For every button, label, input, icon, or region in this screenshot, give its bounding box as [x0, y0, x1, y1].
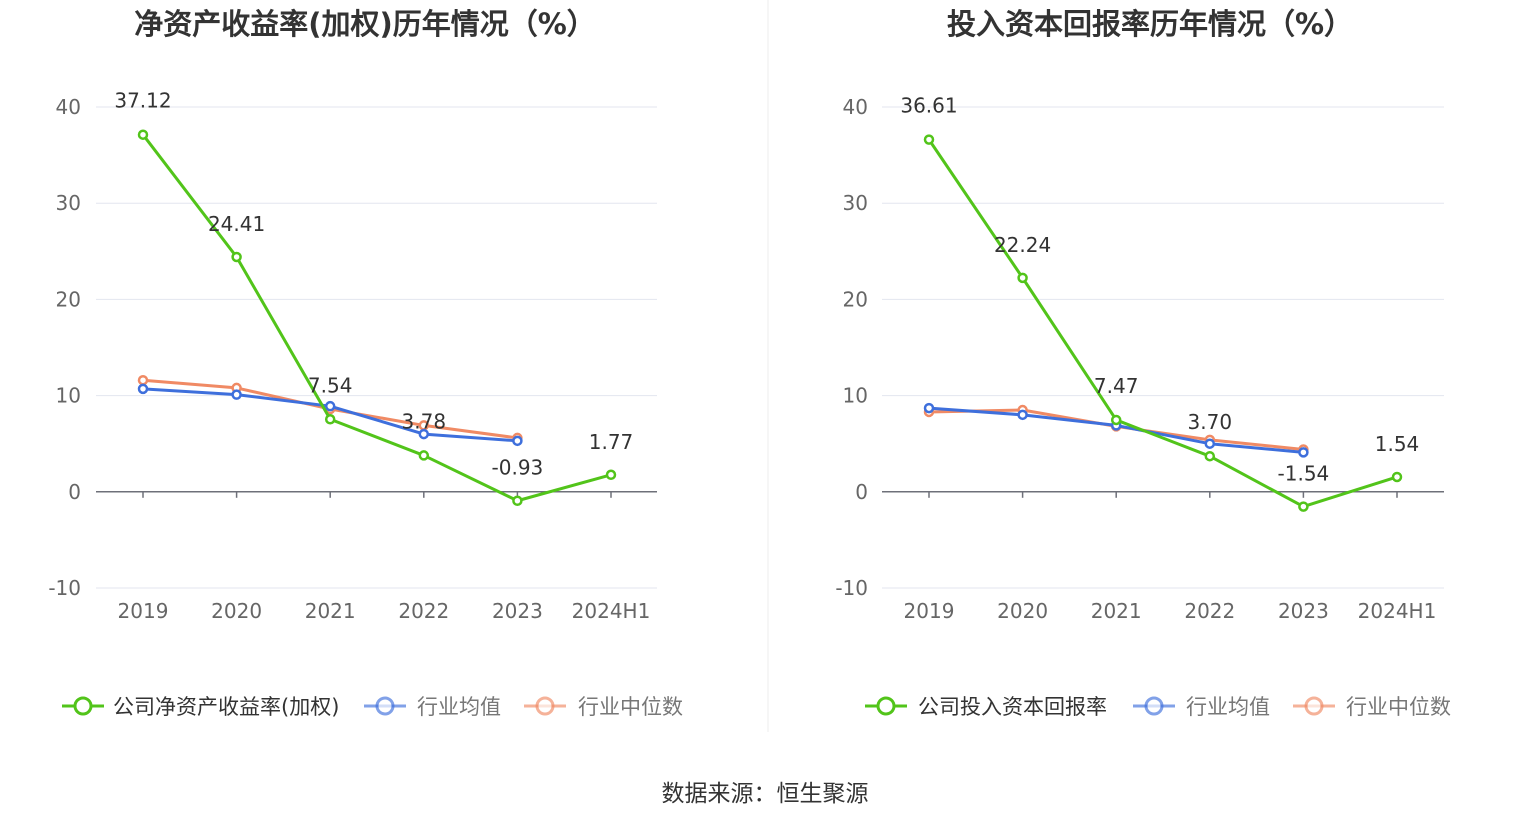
data-label: 36.61	[900, 94, 957, 118]
legend-marker	[1144, 696, 1164, 716]
data-point	[923, 402, 935, 414]
data-point	[1391, 471, 1403, 483]
y-tick-label: 30	[843, 191, 868, 215]
legend-label: 行业中位数	[578, 695, 683, 719]
legend-label: 公司投入资本回报率	[918, 695, 1107, 719]
series-line	[141, 133, 612, 503]
data-label: 7.47	[1094, 374, 1139, 398]
legend-label: 行业均值	[417, 695, 501, 719]
legend-label: 行业均值	[1186, 695, 1270, 719]
data-label: 37.12	[114, 89, 171, 113]
data-label: -1.54	[1278, 462, 1330, 486]
x-tick-label: 2019	[118, 599, 169, 623]
data-point	[1298, 447, 1309, 458]
data-label: 3.70	[1188, 410, 1233, 434]
data-point	[324, 400, 336, 412]
chart-title: 投入资本回报率历年情况（%）	[947, 7, 1353, 41]
roe-chart: 净资产收益率(加权)历年情况（%） -10 0 10 20 30 40 2019 2020 202…	[48, 7, 683, 719]
legend-marker	[73, 696, 93, 716]
x-tick-label: 2022	[1184, 599, 1235, 623]
data-point	[137, 374, 149, 386]
data-point	[1017, 409, 1028, 421]
legend-label: 公司净资产收益率(加权)	[113, 695, 339, 719]
data-point	[231, 251, 242, 263]
data-point	[137, 129, 149, 140]
roic-chart: 投入资本回报率历年情况（%） -10 0 10 20 30 40 2019 2020 2021 20…	[835, 7, 1451, 719]
legend-marker	[375, 696, 395, 716]
data-point	[418, 450, 430, 461]
x-tick-label: 2020	[997, 599, 1048, 623]
legend-marker	[1304, 696, 1324, 716]
data-label: -0.93	[492, 456, 544, 480]
x-tick-label: 2023	[1278, 599, 1329, 623]
data-point	[1017, 272, 1028, 284]
y-tick-label: -10	[48, 576, 81, 600]
x-tick-label: 2021	[1091, 599, 1142, 623]
y-tick-label: 0	[68, 480, 81, 504]
chart-title: 净资产收益率(加权)历年情况（%）	[134, 7, 596, 41]
series-line	[927, 138, 1398, 509]
y-tick-label: -10	[835, 576, 868, 600]
data-point	[1204, 438, 1216, 449]
data-point	[418, 428, 430, 440]
data-point	[512, 435, 523, 447]
data-point	[324, 414, 336, 425]
legend-marker	[876, 696, 896, 716]
data-point	[1110, 414, 1122, 426]
x-tick-label: 2019	[904, 599, 955, 623]
y-tick-label: 10	[843, 384, 868, 408]
legend-label: 行业中位数	[1346, 695, 1451, 719]
y-tick-label: 0	[855, 480, 868, 504]
y-tick-label: 10	[56, 384, 81, 408]
data-point	[231, 389, 242, 400]
data-label: 1.54	[1375, 432, 1420, 456]
y-tick-label: 30	[56, 191, 81, 215]
data-label: 24.41	[208, 212, 265, 236]
data-label: 1.77	[589, 430, 634, 454]
data-point	[1298, 501, 1309, 512]
x-tick-label: 2022	[398, 599, 449, 623]
x-tick-label: 2020	[211, 599, 262, 623]
data-label: 22.24	[994, 233, 1051, 257]
source-text: 数据来源：恒生聚源	[662, 781, 869, 807]
data-label: 7.54	[308, 373, 353, 397]
data-point	[923, 134, 935, 145]
y-tick-label: 20	[56, 287, 81, 311]
data-point	[605, 469, 617, 481]
x-tick-label: 2024H1	[572, 599, 651, 623]
x-tick-label: 2024H1	[1358, 599, 1437, 623]
x-tick-label: 2021	[305, 599, 356, 623]
x-tick-label: 2023	[492, 599, 543, 623]
y-tick-label: 20	[843, 287, 868, 311]
y-tick-label: 40	[56, 95, 81, 119]
data-label: 3.78	[402, 409, 447, 433]
y-tick-label: 40	[843, 95, 868, 119]
data-point	[1204, 450, 1216, 462]
data-point	[512, 495, 523, 506]
legend-marker	[535, 696, 555, 716]
data-point	[137, 383, 149, 395]
